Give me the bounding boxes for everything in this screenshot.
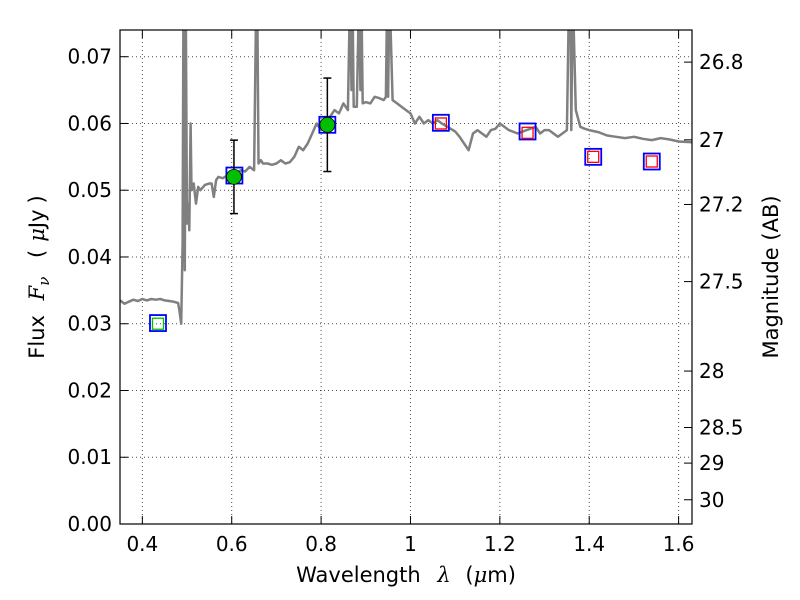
y-axis-left-unit-rest: Jy [25, 209, 49, 230]
y-tick-label: 0.00 [67, 512, 112, 536]
x-tick-label: 0.8 [305, 532, 337, 556]
upper-limit-point [434, 117, 448, 130]
x-axis-unit-open: ( [465, 563, 473, 587]
mag-tick-label: 27.2 [699, 192, 744, 216]
sed-layer [120, 30, 692, 325]
y-tick-label: 0.02 [67, 378, 112, 402]
grid-layer [120, 30, 692, 525]
x-tick-label: 1 [404, 532, 417, 556]
model-point [431, 113, 450, 132]
y-axis-right-title: Magnitude (AB) [759, 195, 783, 358]
ticks-layer: 0.4 0.6 0.8 1 1.2 1.4 1.6 0.00 0.01 0.02 0.03 0.04 0… [67, 30, 744, 556]
x-axis-label: Wavelength [296, 563, 421, 587]
x-tick-label: 1.4 [573, 532, 605, 556]
observed-point [226, 168, 242, 185]
y-axis-left-symbol: F [25, 284, 49, 301]
sed-curve [120, 30, 692, 325]
y-tick-label: 0.03 [67, 312, 112, 336]
model-point [518, 122, 537, 141]
x-axis-title: Wavelength λ (μm) [296, 563, 516, 587]
blue-band-point [151, 317, 165, 330]
y-axis-left-unit-open: ( [25, 250, 49, 258]
mag-tick-label: 28.5 [699, 416, 744, 440]
plot-frame [119, 29, 693, 525]
x-axis-unit-rest: m) [487, 563, 516, 587]
mag-tick-label: 29 [699, 451, 724, 475]
x-tick-label: 1.6 [663, 532, 695, 556]
model-point [642, 152, 661, 171]
model-point [149, 314, 167, 332]
x-axis-unit-mu: μ [474, 563, 488, 587]
y-tick-label: 0.05 [67, 178, 112, 202]
y-axis-left-subscript: ν [35, 277, 53, 286]
y-axis-left-unit-close: ) [25, 195, 49, 203]
y-tick-label: 0.06 [67, 111, 112, 135]
y-axis-left-label: Flux [25, 315, 49, 359]
x-tick-label: 0.4 [126, 532, 158, 556]
y-axis-left-unit-mu: μ [25, 228, 49, 242]
y-tick-label: 0.01 [67, 445, 112, 469]
x-tick-label: 0.6 [216, 532, 248, 556]
model-point [584, 147, 603, 166]
mag-tick-label: 27.5 [699, 270, 744, 294]
y-tick-label: 0.04 [67, 245, 112, 269]
upper-limit-point [645, 155, 658, 168]
mag-tick-label: 26.8 [699, 50, 744, 74]
upper-limit-point [521, 126, 534, 139]
mag-tick-label: 30 [699, 488, 724, 512]
points-layer [149, 77, 661, 332]
observed-point [319, 116, 336, 133]
y-tick-label: 0.07 [67, 45, 112, 69]
y-axis-left-title: Flux Fν ( μJy) [25, 195, 54, 358]
x-tick-label: 1.2 [484, 532, 516, 556]
upper-limit-point [587, 150, 600, 163]
mag-tick-label: 28 [699, 359, 724, 383]
x-axis-symbol: λ [436, 563, 450, 587]
mag-tick-label: 27 [699, 128, 724, 152]
